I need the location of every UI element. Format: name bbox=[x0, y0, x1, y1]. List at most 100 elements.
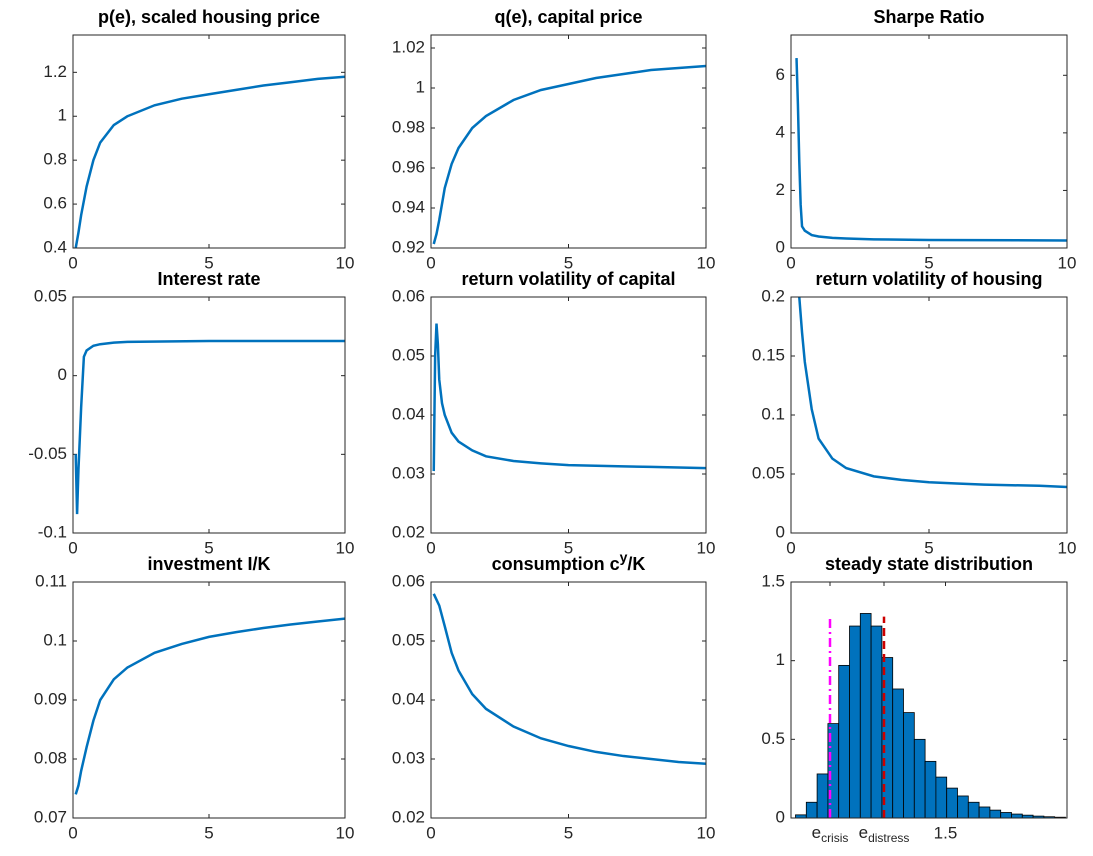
y-tick-label: 0.96 bbox=[392, 157, 425, 176]
x-tick-label-main: e bbox=[859, 823, 868, 842]
bar bbox=[838, 664, 850, 819]
bar bbox=[989, 809, 1002, 819]
line bbox=[432, 64, 706, 245]
bar bbox=[892, 688, 904, 819]
x-tick-label: 5 bbox=[204, 538, 213, 557]
subplot: q(e), capital price 0.92 0.94 0.96 0.98 1 1.02… bbox=[392, 7, 716, 273]
line bbox=[74, 75, 345, 248]
bar bbox=[849, 625, 861, 819]
bar bbox=[903, 712, 915, 819]
subplot: steady state distribution 0 0.5 1 1.5 ecrisis… bbox=[761, 554, 1068, 845]
y-tick-label: 0 bbox=[776, 807, 785, 826]
subplot-title: p(e), scaled housing price bbox=[98, 7, 320, 27]
bar bbox=[957, 795, 969, 819]
y-tick-label: 0.02 bbox=[392, 807, 425, 826]
y-tick-label: 0.8 bbox=[43, 150, 67, 169]
axes-box bbox=[72, 581, 346, 819]
x-tick-label: edistress bbox=[859, 823, 910, 845]
y-tick-label: 0.04 bbox=[392, 689, 425, 708]
subplot: Interest rate -0.1 -0.05 0 0.05 0 5 10 bbox=[28, 269, 354, 558]
y-tick-label: 0.06 bbox=[392, 571, 425, 590]
axes-box bbox=[790, 34, 1068, 249]
y-tick-label: 0.6 bbox=[43, 194, 67, 213]
y-tick-label: 0.05 bbox=[392, 345, 425, 364]
bar bbox=[859, 613, 872, 819]
y-tick-label: 0.92 bbox=[392, 237, 425, 256]
y-tick-label: 1 bbox=[58, 106, 67, 125]
x-tick-label-main: e bbox=[812, 823, 821, 842]
y-tick-label: 0.2 bbox=[761, 286, 785, 305]
y-tick-label: 1.5 bbox=[761, 571, 785, 590]
y-tick-label: 0 bbox=[776, 522, 785, 541]
y-tick-label: 0.06 bbox=[392, 286, 425, 305]
subplot: return volatility of housing 0 0.05 0.1 0.15… bbox=[752, 269, 1077, 558]
x-tick-label: 10 bbox=[1058, 538, 1077, 557]
y-tick-label: 1.02 bbox=[392, 37, 425, 56]
x-tick-label-subscript: crisis bbox=[821, 831, 848, 845]
axes-box bbox=[72, 34, 346, 249]
y-tick-label: 0.4 bbox=[43, 237, 67, 256]
y-tick-label: 0 bbox=[58, 365, 67, 384]
x-tick-label: 0 bbox=[426, 823, 435, 842]
x-tick-label: 10 bbox=[336, 538, 355, 557]
y-tick-label: 0.98 bbox=[392, 117, 425, 136]
y-tick-label: 0.07 bbox=[34, 807, 67, 826]
y-tick-label: 4 bbox=[776, 122, 785, 141]
subplot-title: Sharpe Ratio bbox=[873, 7, 984, 27]
line bbox=[74, 617, 345, 795]
y-tick-label: 2 bbox=[776, 180, 785, 199]
bar bbox=[913, 738, 926, 819]
subplot-title: return volatility of capital bbox=[461, 269, 675, 289]
line bbox=[74, 339, 345, 515]
subplot-title: return volatility of housing bbox=[815, 269, 1042, 289]
x-tick-label: 10 bbox=[697, 253, 716, 272]
y-tick-label: 0.09 bbox=[34, 689, 67, 708]
bar bbox=[935, 776, 948, 819]
bar bbox=[978, 806, 991, 819]
y-tick-label: 0.04 bbox=[392, 404, 425, 423]
y-tick-label: 0.11 bbox=[35, 571, 67, 590]
bar bbox=[924, 760, 937, 819]
subplot: investment I/K 0.07 0.08 0.09 0.1 0.11 0 5 10 bbox=[34, 554, 355, 843]
y-tick-label: 1 bbox=[776, 650, 785, 669]
y-tick-label: 0.03 bbox=[392, 463, 425, 482]
x-tick-label: 0 bbox=[68, 253, 77, 272]
x-tick-label: 10 bbox=[336, 823, 355, 842]
y-tick-label: 0.1 bbox=[761, 404, 785, 423]
y-tick-label: 6 bbox=[776, 65, 785, 84]
y-tick-label: 0.05 bbox=[392, 630, 425, 649]
line bbox=[432, 593, 706, 765]
y-tick-label: -0.05 bbox=[28, 444, 67, 463]
bar bbox=[870, 625, 883, 819]
subplot: return volatility of capital 0.02 0.03 0.04… bbox=[392, 269, 716, 558]
bar bbox=[1011, 813, 1023, 819]
x-tick-label: 0 bbox=[68, 538, 77, 557]
bar bbox=[967, 801, 980, 819]
y-tick-label: 0.02 bbox=[392, 522, 425, 541]
axes-box bbox=[430, 296, 707, 534]
subplot-title: consumption cy/K bbox=[492, 549, 646, 574]
x-tick-label: 0 bbox=[786, 253, 795, 272]
title-text: consumption c bbox=[492, 554, 620, 574]
y-tick-label: 0.94 bbox=[392, 197, 425, 216]
y-tick-label: 1 bbox=[416, 77, 425, 96]
y-tick-label: 0 bbox=[776, 237, 785, 256]
subplot: p(e), scaled housing price 0.4 0.6 0.8 1 1.2 0… bbox=[43, 7, 354, 273]
x-tick-label: 5 bbox=[924, 253, 933, 272]
axes-box bbox=[790, 296, 1068, 534]
subplot-title: Interest rate bbox=[157, 269, 260, 289]
subplot-title: investment I/K bbox=[147, 554, 270, 574]
bar bbox=[816, 773, 829, 819]
x-tick-label: 10 bbox=[697, 823, 716, 842]
y-tick-label: -0.1 bbox=[38, 522, 67, 541]
bar bbox=[946, 787, 958, 819]
x-tick-label: 5 bbox=[564, 823, 573, 842]
x-tick-label: 10 bbox=[1058, 253, 1077, 272]
x-tick-label: 0 bbox=[786, 538, 795, 557]
x-tick-label: ecrisis bbox=[812, 823, 849, 845]
title-superscript: y bbox=[620, 549, 628, 565]
x-tick-label: 0 bbox=[68, 823, 77, 842]
line bbox=[798, 297, 1067, 489]
y-tick-label: 1.2 bbox=[43, 62, 67, 81]
